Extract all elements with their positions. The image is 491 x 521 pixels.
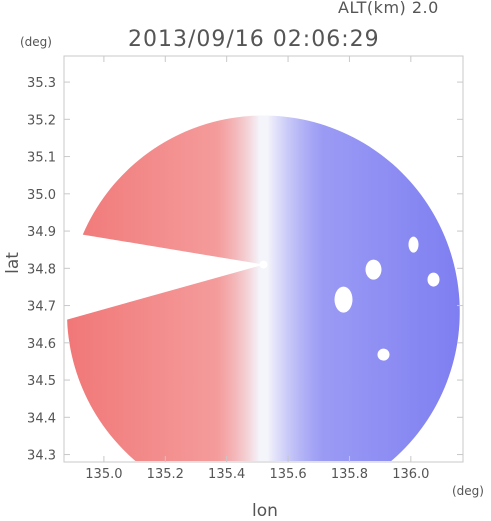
y-tick-label: 34.3 (27, 449, 56, 464)
chart-timestamp: 2013/09/16 02:06:29 (128, 27, 380, 52)
y-tick-label: 34.9 (27, 225, 56, 240)
x-axis-unit: (deg) (452, 484, 484, 498)
y-tick-label: 35.3 (27, 76, 56, 91)
axes: 135.0 135.2 135.4 135.6 135.8 136.0 34.3 34.4 34… (27, 56, 463, 482)
velocity-field (67, 115, 460, 462)
y-tick-label: 34.7 (27, 300, 56, 315)
y-tick-label: 34.5 (27, 374, 56, 389)
radar-site (259, 260, 268, 269)
echo-gap (408, 236, 419, 253)
x-tick-label: 135.2 (147, 467, 184, 482)
x-axis-label: lon (252, 501, 278, 521)
altitude-label: ALT(km) 2.0 (338, 0, 439, 17)
x-tick-label: 135.4 (208, 467, 245, 482)
echo-gap (334, 286, 353, 313)
plot-frame (63, 55, 464, 463)
echo-gap (377, 348, 390, 361)
y-tick-label: 35.0 (27, 188, 56, 203)
y-tick-label: 34.4 (27, 411, 56, 426)
y-tick-label: 35.1 (27, 151, 56, 166)
y-axis-unit: (deg) (20, 35, 52, 49)
y-tick-label: 35.2 (27, 113, 56, 128)
x-tick-label: 135.8 (331, 467, 368, 482)
x-tick-label: 136.0 (392, 467, 429, 482)
x-tick-label: 135.0 (85, 467, 122, 482)
echo-gap (365, 259, 382, 280)
y-tick-label: 34.8 (27, 262, 56, 277)
x-tick-label: 135.6 (269, 467, 306, 482)
echo-gap (427, 272, 440, 287)
y-tick-label: 34.6 (27, 337, 56, 352)
